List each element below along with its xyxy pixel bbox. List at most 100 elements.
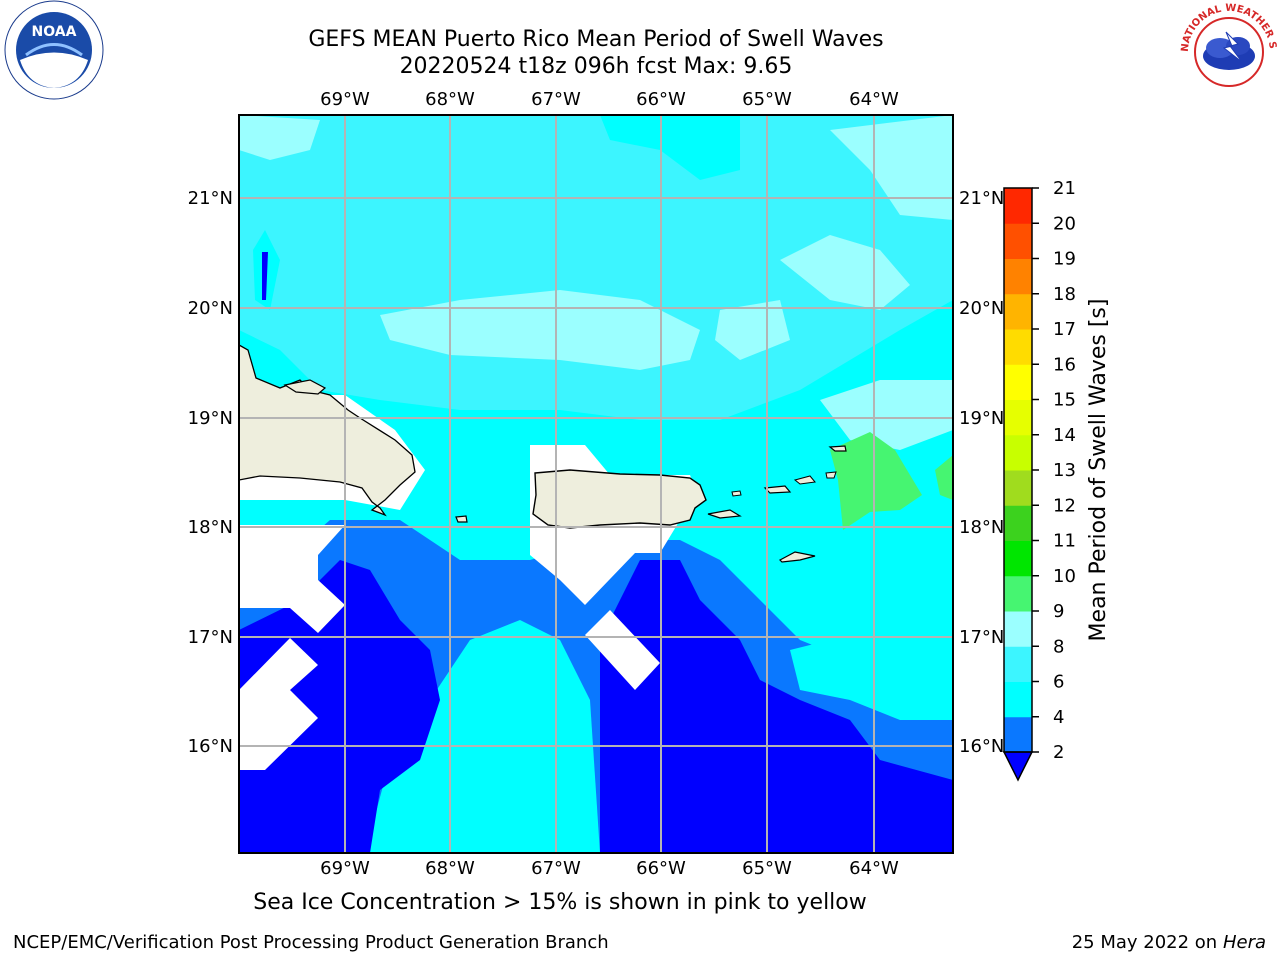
field-9-10-patch-4	[830, 115, 953, 220]
colorbar-segment	[1004, 575, 1032, 612]
lon-label: 69°W	[320, 858, 370, 879]
footer-credit: NCEP/EMC/Verification Post Processing Pr…	[13, 932, 609, 953]
lon-label: 64°W	[849, 858, 899, 879]
field-6-8-patch-1	[600, 115, 740, 180]
colorbar-segment	[1004, 540, 1032, 577]
colorbar-tick-label: 6	[1053, 672, 1064, 693]
lon-label: 68°W	[425, 89, 475, 110]
noaa-logo-icon: NOAA	[4, 0, 104, 100]
land-tortuga	[283, 379, 327, 395]
field-9-10-patch-6	[239, 115, 320, 160]
colorbar-tick-label: 4	[1053, 707, 1064, 728]
map-title: GEFS MEAN Puerto Rico Mean Period of Swe…	[308, 27, 884, 52]
field-2-4-strip	[262, 252, 268, 300]
no-data-2	[239, 525, 345, 633]
lon-labels-top: 69°W 68°W 67°W 66°W 65°W 64°W	[320, 89, 899, 110]
colorbar-tick-label: 14	[1053, 425, 1076, 446]
lat-label: 16°N	[959, 736, 1004, 757]
field-2-4-left	[239, 560, 440, 853]
no-data-5	[585, 610, 660, 690]
land-islets	[731, 471, 837, 497]
map-area	[239, 115, 953, 853]
lon-label: 65°W	[742, 858, 792, 879]
colorbar-segment	[1004, 505, 1032, 541]
lon-label: 66°W	[636, 89, 686, 110]
lon-label: 67°W	[531, 89, 581, 110]
footer-date: 25 May 2022 on Hera	[1072, 932, 1266, 953]
map-frame	[238, 114, 954, 854]
field-9-10-patch-3	[715, 300, 790, 360]
land-hispaniola	[239, 344, 416, 517]
colorbar-tick-label: 9	[1053, 601, 1064, 622]
field-10-11-patch-2	[935, 455, 953, 500]
colorbar-segment	[1004, 646, 1032, 682]
colorbar-tick-label: 15	[1053, 390, 1076, 411]
colorbar-tick-label: 21	[1053, 178, 1076, 199]
colorbar-segment	[1004, 611, 1032, 647]
colorbar-tick-label: 18	[1053, 284, 1076, 305]
nws-logo-icon: NATIONAL WEATHER SERVICE	[1178, 0, 1278, 100]
map-gridlines	[239, 115, 953, 853]
lat-labels-left: 21°N 20°N 19°N 18°N 17°N 16°N	[188, 188, 233, 757]
lon-label: 68°W	[425, 858, 475, 879]
lat-label: 18°N	[959, 517, 1004, 538]
field-10-11-patch-1	[830, 432, 922, 530]
colorbar-tick-label: 13	[1053, 460, 1076, 481]
footer-date-text: 25 May 2022 on	[1071, 932, 1218, 953]
colorbar: 2 4 6 8 9 10 11 12 13 14 15 16 17 18 19 20 21	[1002, 178, 1076, 782]
colorbar-segment	[1004, 716, 1032, 753]
no-data-3	[239, 638, 318, 770]
lat-label: 17°N	[188, 627, 233, 648]
noaa-logo-text: NOAA	[32, 24, 77, 40]
lat-label: 19°N	[959, 408, 1004, 429]
colorbar-label: Mean Period of Swell Waves [s]	[1086, 299, 1111, 642]
lat-label: 21°N	[959, 188, 1004, 209]
lon-label: 69°W	[320, 89, 370, 110]
colorbar-segment	[1004, 470, 1032, 506]
colorbar-tick-label: 8	[1053, 636, 1064, 657]
lat-labels-right: 21°N 20°N 19°N 18°N 17°N 16°N	[959, 188, 1004, 757]
colorbar-tick-label: 12	[1053, 495, 1076, 516]
colorbar-tick-label: 17	[1053, 319, 1076, 340]
lat-label: 19°N	[188, 408, 233, 429]
colorbar-segment	[1004, 258, 1032, 295]
field-9-10-patch-5	[820, 380, 953, 450]
colorbar-tick-label: 20	[1053, 213, 1076, 234]
field-9-10-patch-2	[780, 235, 910, 310]
colorbar-segment	[1004, 188, 1032, 224]
colorbar-segment	[1004, 329, 1032, 365]
land-virgin-islands	[763, 485, 792, 494]
colorbar-tick-label: 11	[1053, 531, 1076, 552]
field-2-4-center	[600, 560, 953, 853]
colorbar-segment	[1004, 293, 1032, 330]
colorbar-segment	[1004, 681, 1032, 718]
colorbar-tick-label: 16	[1053, 354, 1076, 375]
lon-label: 67°W	[531, 858, 581, 879]
land-st-croix	[779, 551, 816, 563]
lon-label: 66°W	[636, 858, 686, 879]
lat-label: 16°N	[188, 736, 233, 757]
lon-labels-bottom: 69°W 68°W 67°W 66°W 65°W 64°W	[320, 858, 899, 879]
lat-label: 20°N	[959, 298, 1004, 319]
lat-label: 17°N	[959, 627, 1004, 648]
colorbar-under-arrow	[1002, 751, 1034, 782]
colorbar-segment	[1004, 434, 1032, 471]
field-6-8-tongue	[365, 620, 600, 853]
land-anguilla	[828, 445, 847, 452]
colorbar-segment	[1004, 399, 1032, 436]
land-vieques	[707, 509, 742, 519]
lat-label: 20°N	[188, 298, 233, 319]
colorbar-tick-label: 19	[1053, 249, 1076, 270]
colorbar-segment	[1004, 223, 1032, 259]
field-6-8-right	[790, 640, 953, 720]
land-mona	[455, 515, 468, 523]
field-9-10-patch-1	[380, 290, 700, 370]
land-puerto-rico	[532, 469, 707, 529]
map-subtitle: 20220524 t18z 096h fcst Max: 9.65	[399, 54, 793, 79]
colorbar-tick-label: 10	[1053, 566, 1076, 587]
colorbar-tick-label: 2	[1053, 742, 1064, 763]
lon-label: 64°W	[849, 89, 899, 110]
colorbar-segment	[1004, 364, 1032, 400]
caption-text: Sea Ice Concentration > 15% is shown in …	[253, 890, 867, 915]
